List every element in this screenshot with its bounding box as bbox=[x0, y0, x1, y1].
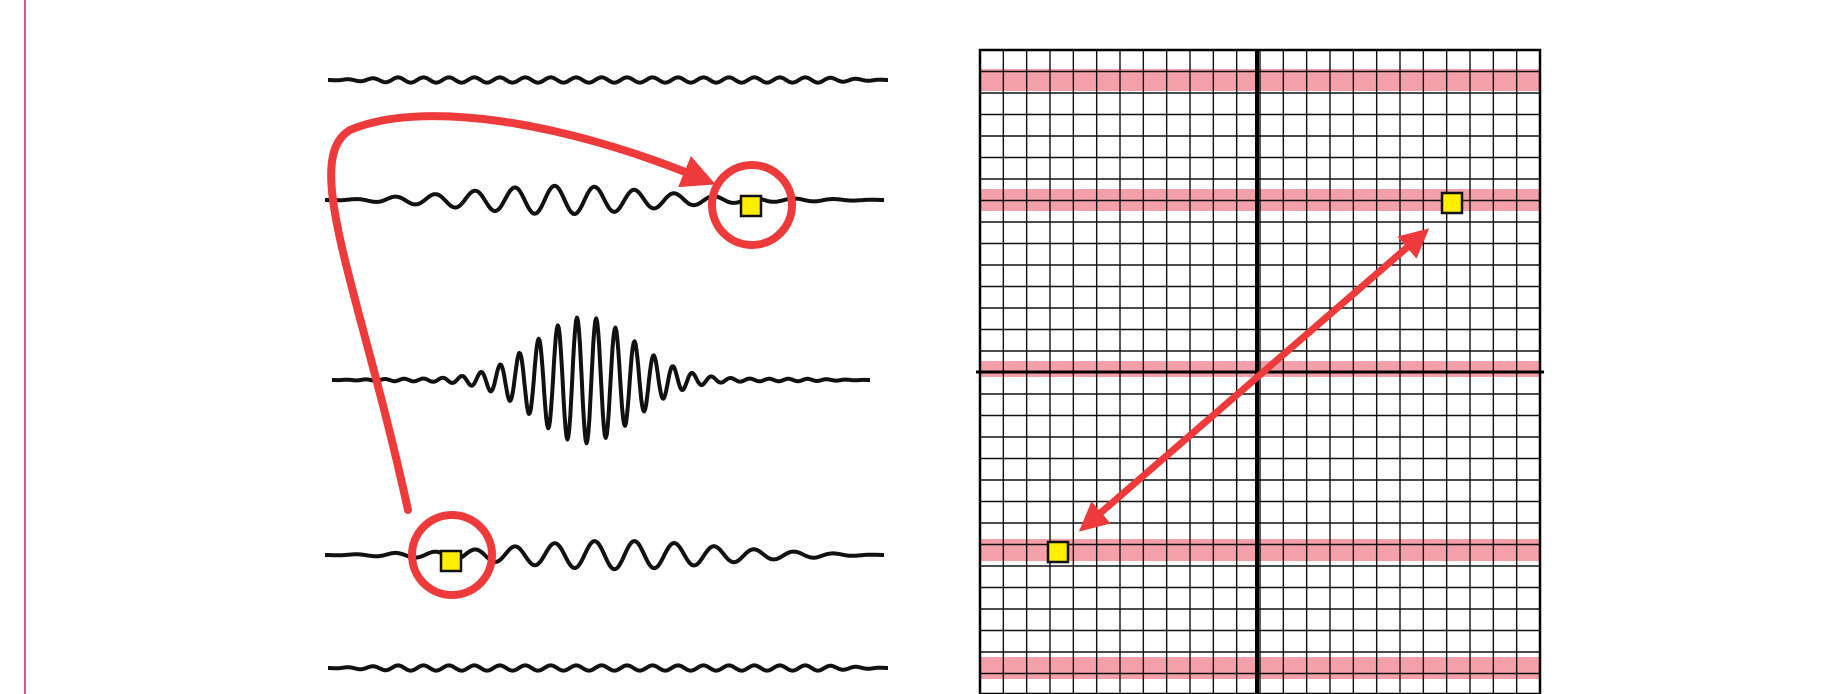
waveform-traces bbox=[324, 75, 889, 673]
double-headed-arrow-icon bbox=[1078, 228, 1430, 532]
square-marker-icon bbox=[1046, 540, 1070, 564]
highlight-circle-upper bbox=[708, 161, 796, 249]
highlight-circle-lower bbox=[408, 511, 496, 599]
trace-3 bbox=[331, 315, 871, 446]
square-marker-icon bbox=[739, 194, 763, 218]
trace-1 bbox=[327, 75, 889, 85]
page-left-border bbox=[24, 0, 26, 694]
square-marker-icon bbox=[439, 549, 463, 573]
trace-5 bbox=[327, 663, 889, 673]
square-marker-icon bbox=[1440, 191, 1464, 215]
trace-4 bbox=[324, 539, 885, 572]
trace-2 bbox=[324, 183, 885, 216]
grid-frame bbox=[978, 48, 1542, 694]
curved-arrow-icon bbox=[327, 112, 716, 514]
